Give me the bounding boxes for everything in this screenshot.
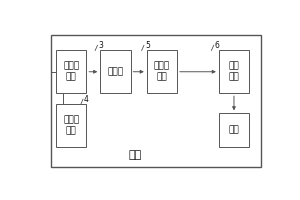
Text: 增益调
节器: 增益调 节器	[63, 116, 79, 136]
Bar	[52, 35, 261, 167]
Bar	[56, 104, 86, 147]
Bar	[56, 50, 86, 93]
Bar	[147, 50, 177, 93]
Text: 模数
换器: 模数 换器	[229, 62, 239, 82]
Text: 放大器: 放大器	[107, 67, 124, 76]
Bar	[219, 113, 249, 147]
Text: 主机: 主机	[128, 150, 142, 160]
Bar	[100, 50, 130, 93]
Text: 电流变
送器: 电流变 送器	[154, 62, 170, 82]
Bar	[219, 50, 249, 93]
Text: 6: 6	[215, 41, 220, 50]
Text: 5: 5	[145, 41, 150, 50]
Text: 4: 4	[84, 95, 89, 104]
Text: 3: 3	[98, 41, 103, 50]
Text: 显示: 显示	[229, 126, 239, 135]
Text: 滤波整
流器: 滤波整 流器	[63, 62, 79, 82]
